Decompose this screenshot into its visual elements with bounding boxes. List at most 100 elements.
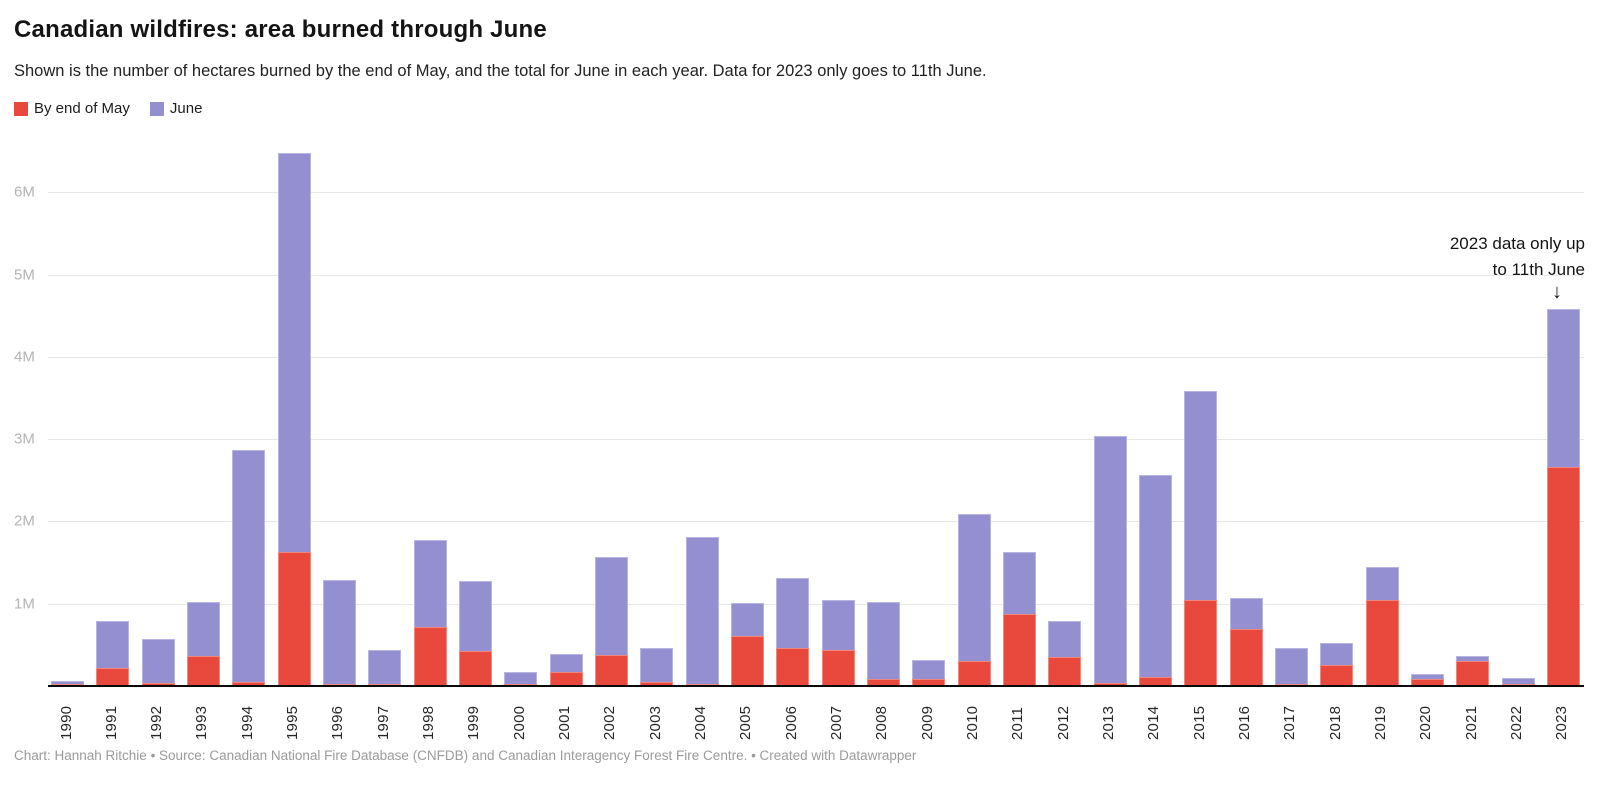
legend-item-may: By end of May: [14, 100, 130, 117]
bar-june-2023: [1546, 309, 1580, 468]
x-axis-label-2012: 2012: [1054, 705, 1072, 740]
x-axis-label-2023: 2023: [1553, 705, 1571, 740]
bar-may-2002: [594, 654, 628, 686]
bar-june-2021: [1456, 656, 1490, 662]
bar-may-1992: [141, 682, 175, 686]
legend-swatch-may-icon: [14, 101, 28, 116]
bar-may-2007: [821, 649, 855, 686]
x-axis-label-2022: 2022: [1508, 705, 1526, 740]
bar-may-2001: [549, 672, 583, 686]
x-axis-label-2016: 2016: [1236, 705, 1254, 740]
x-axis-label-1993: 1993: [193, 705, 211, 740]
bar-june-2012: [1048, 620, 1082, 658]
x-axis-label-1992: 1992: [148, 705, 166, 740]
bar-may-2009: [912, 678, 946, 686]
x-axis-label-2020: 2020: [1417, 705, 1435, 740]
gridline-6M: [48, 192, 1584, 194]
x-axis-label-1999: 1999: [465, 705, 483, 740]
x-axis-label-2010: 2010: [964, 705, 982, 740]
x-axis-label-1998: 1998: [420, 705, 438, 740]
bar-june-2003: [640, 648, 674, 682]
bar-june-2019: [1365, 567, 1399, 601]
bar-june-2000: [504, 672, 538, 685]
bar-may-2020: [1410, 679, 1444, 686]
bar-june-2004: [685, 537, 719, 685]
bar-june-2001: [549, 653, 583, 672]
bar-june-2022: [1501, 677, 1535, 685]
legend-label-june: June: [169, 100, 203, 117]
x-axis-label-1997: 1997: [374, 705, 392, 740]
x-axis-label-2006: 2006: [782, 705, 800, 740]
chart-legend: By end of May June: [14, 100, 202, 117]
bar-june-2016: [1229, 597, 1263, 630]
annotation-2023: 2023 data only up to 11th June: [1450, 231, 1585, 283]
bar-may-2019: [1365, 600, 1399, 686]
x-axis-label-2003: 2003: [646, 705, 664, 740]
legend-swatch-june-icon: [149, 101, 164, 116]
gridline-1M: [48, 603, 1584, 605]
down-arrow-icon: ↓: [1552, 281, 1562, 303]
bar-june-2006: [776, 578, 810, 649]
y-axis-tick-6M: 6M: [14, 183, 35, 201]
x-axis-label-2015: 2015: [1190, 705, 1208, 740]
bar-june-1996: [322, 579, 356, 685]
x-axis-label-2005: 2005: [737, 705, 755, 740]
bar-june-1991: [96, 620, 130, 668]
bar-may-2006: [776, 648, 810, 686]
bar-june-2005: [730, 602, 764, 636]
y-axis-tick-4M: 4M: [14, 348, 35, 366]
bar-june-2015: [1184, 391, 1218, 601]
bar-june-2013: [1093, 435, 1127, 683]
chart-footer: Chart: Hannah Ritchie • Source: Canadian…: [14, 748, 917, 763]
bar-june-1999: [458, 581, 492, 652]
bar-may-1995: [277, 551, 311, 686]
bar-may-1990: [51, 683, 84, 686]
chart-title: Canadian wildfires: area burned through …: [14, 16, 547, 43]
bar-june-2002: [594, 556, 628, 655]
x-axis-label-2007: 2007: [828, 705, 846, 740]
bar-may-1991: [96, 667, 130, 686]
bar-june-2007: [821, 599, 855, 650]
y-axis-tick-3M: 3M: [14, 430, 35, 448]
bar-may-2003: [640, 681, 674, 686]
bar-may-2005: [730, 635, 764, 686]
bar-may-1993: [186, 655, 220, 686]
y-axis-tick-5M: 5M: [14, 266, 35, 283]
x-axis-label-2019: 2019: [1372, 705, 1390, 740]
x-axis-label-2013: 2013: [1100, 705, 1118, 740]
bar-june-1995: [277, 152, 311, 552]
x-axis-label-2000: 2000: [510, 705, 528, 740]
x-axis-label-2001: 2001: [556, 705, 574, 740]
bar-june-2020: [1410, 673, 1444, 680]
bar-may-1994: [232, 681, 266, 686]
annotation-line-1: 2023 data only up: [1449, 234, 1585, 253]
bar-may-2016: [1229, 629, 1263, 686]
bar-june-1998: [413, 539, 447, 627]
bar-may-2012: [1048, 657, 1082, 686]
x-axis-label-2002: 2002: [601, 705, 619, 740]
x-axis-label-2017: 2017: [1281, 705, 1299, 740]
x-axis-line: [48, 685, 1584, 687]
x-axis-label-2009: 2009: [918, 705, 936, 740]
bar-may-2008: [866, 678, 900, 686]
bar-may-2023: [1546, 467, 1580, 686]
bar-june-1993: [186, 602, 220, 656]
chart-subtitle: Shown is the number of hectares burned b…: [14, 62, 987, 80]
y-axis-tick-2M: 2M: [14, 512, 35, 530]
bar-june-2008: [866, 602, 900, 679]
gridline-5M: [48, 274, 1584, 276]
bar-june-2009: [912, 660, 946, 679]
bar-june-1990: [51, 681, 84, 684]
bar-may-2014: [1138, 676, 1172, 686]
x-axis-label-1995: 1995: [284, 705, 302, 740]
x-axis-label-1990: 1990: [57, 705, 75, 740]
bar-june-1997: [368, 649, 402, 685]
y-axis-tick-1M: 1M: [14, 595, 35, 613]
bar-june-2010: [957, 513, 991, 662]
bar-may-1999: [458, 651, 492, 686]
x-axis-label-2014: 2014: [1145, 705, 1163, 740]
bar-may-2013: [1093, 682, 1127, 686]
bar-june-1994: [232, 449, 266, 682]
x-axis-label-2011: 2011: [1009, 706, 1027, 740]
